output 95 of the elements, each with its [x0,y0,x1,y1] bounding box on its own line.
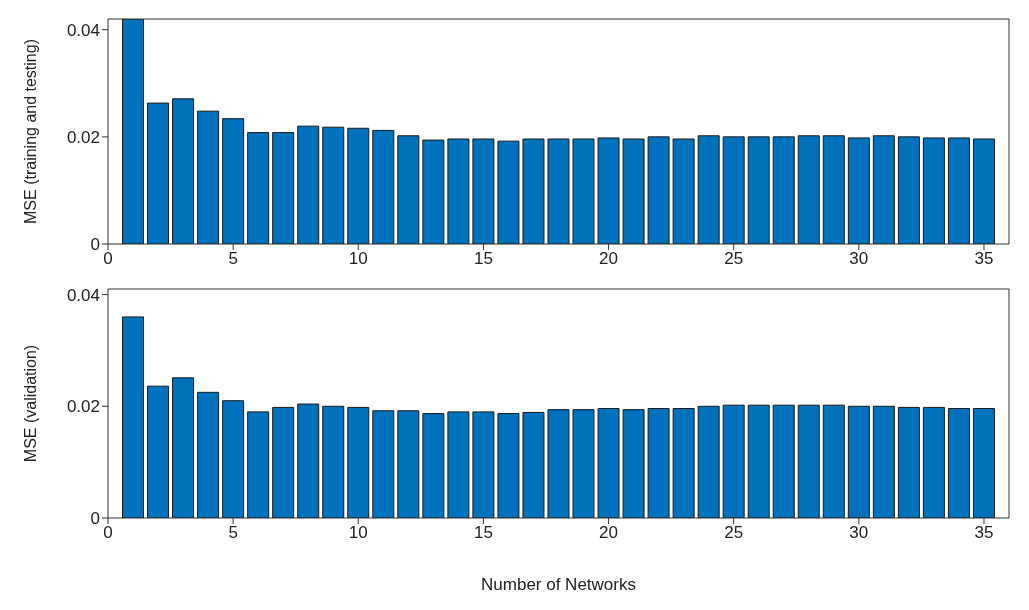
bar [297,125,320,244]
x-tick-label: 0 [103,249,113,269]
bar [472,411,495,518]
bar [197,391,220,518]
x-tick-label: 20 [599,249,619,269]
bar [747,136,770,244]
bar [947,137,970,244]
bar [772,136,795,244]
bar [297,403,320,518]
x-axis-title: Number of Networks [481,575,636,594]
bar [572,409,595,518]
bar [597,137,620,244]
bar [197,110,220,244]
bar [822,404,845,518]
bar [247,132,270,244]
x-tick-label: 10 [348,523,368,543]
bar [472,138,495,244]
x-tick-label: 0 [103,523,113,543]
bar [347,406,370,518]
bar [872,135,895,244]
bar [522,138,545,244]
bar [547,138,570,244]
bar [272,132,295,244]
y-axis-title: MSE (training and testing) [21,39,39,224]
bar [172,377,195,518]
x-tick-label: 20 [599,523,619,543]
bar [372,410,395,518]
y-tick-label: 0.04 [66,285,100,305]
bar [672,138,695,244]
x-tick-label: 35 [974,249,994,269]
bar [972,408,995,518]
y-tick-label: 0.02 [66,127,100,147]
bar [372,129,395,244]
bar [922,137,945,244]
bar [822,135,845,244]
bar [522,411,545,518]
bar [722,404,745,518]
bar [847,405,870,518]
bar [647,408,670,518]
bar [597,408,620,518]
y-tick-label: 0.02 [66,397,100,417]
bar [622,409,645,518]
bar [797,404,820,518]
bar [422,139,445,244]
bar [972,138,995,244]
x-tick-label: 25 [724,523,744,543]
bar [897,136,920,244]
x-tick-label: 5 [228,523,238,543]
y-tick-label: 0 [90,235,100,255]
y-tick-label: 0 [90,509,100,529]
bar [497,413,520,518]
bar [172,98,195,244]
bar [772,404,795,518]
bar [322,405,345,518]
bar [947,408,970,518]
bar [422,413,445,518]
bar [447,138,470,244]
bar [247,411,270,518]
bar [122,316,145,518]
x-tick-label: 30 [849,523,869,543]
bar [722,136,745,244]
bar [697,405,720,518]
bar [272,406,295,518]
x-tick-label: 5 [228,249,238,269]
bar [397,410,420,518]
bar [222,118,245,244]
bar [122,19,145,244]
bar [647,136,670,244]
x-tick-label: 10 [348,249,368,269]
x-tick-label: 25 [724,249,744,269]
bar [697,135,720,244]
bar [147,102,170,244]
bar [672,408,695,518]
y-tick-label: 0.04 [66,20,100,40]
bar [547,409,570,518]
bar [147,385,170,518]
bar [572,138,595,244]
bar [347,127,370,244]
x-tick-label: 35 [974,523,994,543]
bar [897,406,920,518]
x-tick-label: 15 [473,249,493,269]
x-tick-label: 15 [473,523,493,543]
bar [322,126,345,244]
bar [747,404,770,518]
bar [222,400,245,518]
y-axis-title: MSE (validation) [21,344,39,463]
bar [922,406,945,518]
bar [847,137,870,244]
bar [872,405,895,518]
bar [397,135,420,244]
bar [497,140,520,244]
bar [797,135,820,244]
bar [622,138,645,244]
x-tick-label: 30 [849,249,869,269]
bar [447,411,470,518]
